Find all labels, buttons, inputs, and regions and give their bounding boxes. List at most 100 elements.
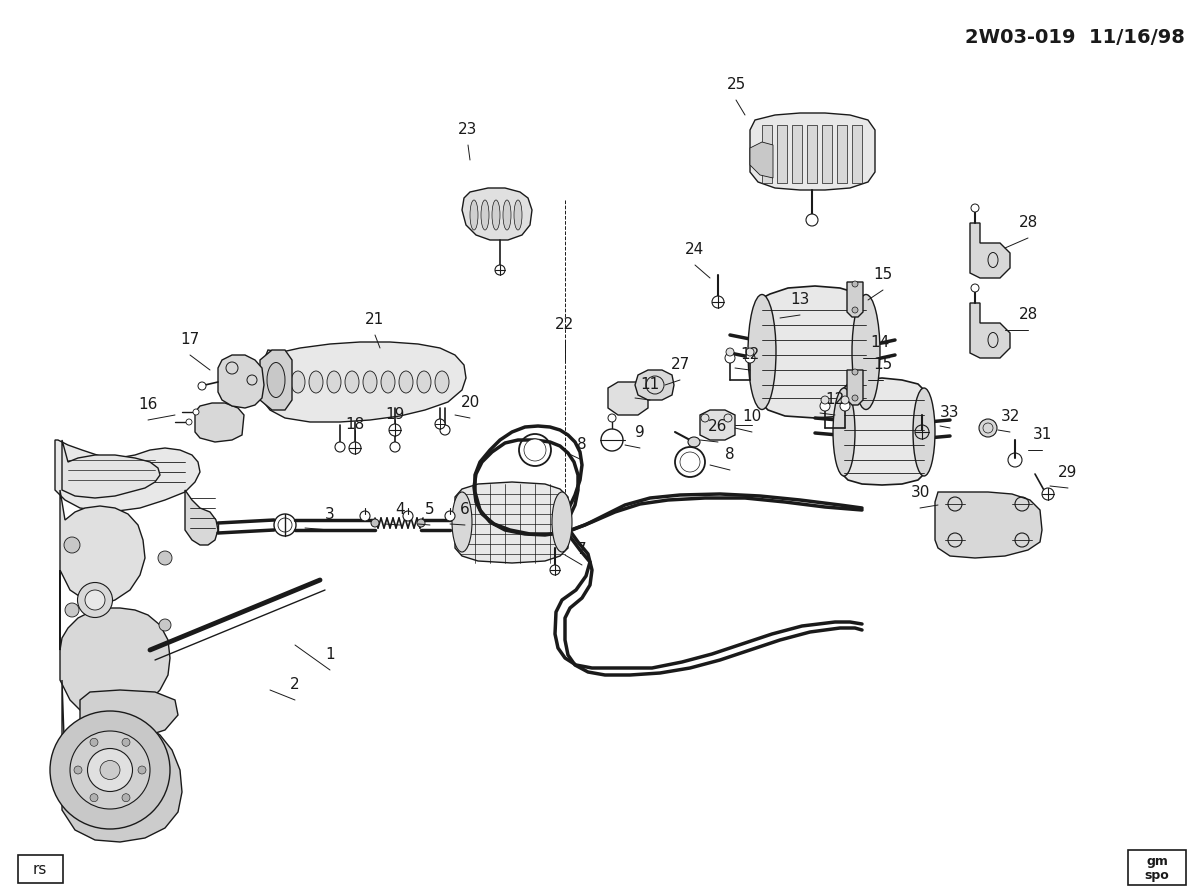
Ellipse shape xyxy=(820,401,830,411)
Ellipse shape xyxy=(64,537,80,553)
Polygon shape xyxy=(62,680,182,842)
Text: 21: 21 xyxy=(365,312,385,327)
Text: 29: 29 xyxy=(1058,465,1078,480)
Ellipse shape xyxy=(418,519,425,527)
Ellipse shape xyxy=(436,371,449,393)
Ellipse shape xyxy=(90,739,98,747)
Text: 3: 3 xyxy=(325,507,335,522)
Text: gm: gm xyxy=(1146,855,1168,869)
Text: 17: 17 xyxy=(180,332,199,347)
Ellipse shape xyxy=(50,711,170,829)
Polygon shape xyxy=(750,113,875,190)
Text: 16: 16 xyxy=(138,397,157,412)
Text: 13: 13 xyxy=(791,292,810,307)
Ellipse shape xyxy=(158,619,172,631)
Ellipse shape xyxy=(1042,488,1054,500)
Text: 4: 4 xyxy=(395,502,404,517)
Ellipse shape xyxy=(680,452,700,472)
Ellipse shape xyxy=(436,419,445,429)
Text: 24: 24 xyxy=(685,242,704,257)
Ellipse shape xyxy=(364,371,377,393)
Ellipse shape xyxy=(90,794,98,802)
Ellipse shape xyxy=(390,442,400,452)
Text: 1: 1 xyxy=(325,647,335,662)
Polygon shape xyxy=(462,188,532,240)
Text: 15: 15 xyxy=(874,357,893,372)
Text: 20: 20 xyxy=(461,395,480,410)
Ellipse shape xyxy=(913,388,935,476)
Bar xyxy=(852,125,862,183)
Polygon shape xyxy=(847,282,863,317)
Ellipse shape xyxy=(806,214,818,226)
Ellipse shape xyxy=(88,748,132,791)
Polygon shape xyxy=(847,370,863,405)
Ellipse shape xyxy=(746,348,754,356)
Text: spo: spo xyxy=(1145,869,1169,881)
Ellipse shape xyxy=(503,200,511,230)
Ellipse shape xyxy=(78,583,113,617)
Text: 14: 14 xyxy=(870,335,889,350)
Ellipse shape xyxy=(193,409,199,415)
Text: 5: 5 xyxy=(425,502,434,517)
Polygon shape xyxy=(62,440,160,498)
Ellipse shape xyxy=(840,401,850,411)
Ellipse shape xyxy=(198,382,206,390)
Text: 30: 30 xyxy=(911,485,930,500)
Ellipse shape xyxy=(852,369,858,375)
Text: 26: 26 xyxy=(708,419,727,434)
Text: 19: 19 xyxy=(385,407,404,422)
Ellipse shape xyxy=(440,425,450,435)
Text: 32: 32 xyxy=(1001,409,1020,424)
Ellipse shape xyxy=(470,200,478,230)
Ellipse shape xyxy=(833,388,854,476)
Text: 27: 27 xyxy=(671,357,690,372)
Ellipse shape xyxy=(971,204,979,212)
Ellipse shape xyxy=(748,295,776,410)
Polygon shape xyxy=(80,690,178,738)
Text: 6: 6 xyxy=(460,502,470,517)
Ellipse shape xyxy=(418,371,431,393)
Ellipse shape xyxy=(138,766,146,774)
Bar xyxy=(792,125,802,183)
Ellipse shape xyxy=(841,396,850,404)
Ellipse shape xyxy=(452,492,472,552)
Ellipse shape xyxy=(310,371,323,393)
Ellipse shape xyxy=(552,492,572,552)
Ellipse shape xyxy=(821,396,829,404)
Ellipse shape xyxy=(496,265,505,275)
Ellipse shape xyxy=(481,200,490,230)
Ellipse shape xyxy=(852,281,858,287)
Ellipse shape xyxy=(725,353,734,363)
Ellipse shape xyxy=(186,419,192,425)
Ellipse shape xyxy=(852,295,880,410)
Ellipse shape xyxy=(445,511,455,521)
Ellipse shape xyxy=(65,603,79,617)
Ellipse shape xyxy=(158,551,172,565)
Ellipse shape xyxy=(712,296,724,308)
Text: 8: 8 xyxy=(725,447,734,462)
Ellipse shape xyxy=(550,565,560,575)
Text: 12: 12 xyxy=(826,392,845,407)
Polygon shape xyxy=(838,378,928,485)
Ellipse shape xyxy=(492,200,500,230)
Ellipse shape xyxy=(745,353,755,363)
Text: 9: 9 xyxy=(635,425,644,440)
Ellipse shape xyxy=(335,442,346,452)
Polygon shape xyxy=(635,370,674,400)
Text: 12: 12 xyxy=(740,347,760,362)
Polygon shape xyxy=(194,403,244,442)
Text: 33: 33 xyxy=(941,405,960,420)
Polygon shape xyxy=(60,490,145,605)
Ellipse shape xyxy=(371,519,379,527)
Polygon shape xyxy=(218,355,264,408)
Ellipse shape xyxy=(852,307,858,313)
Bar xyxy=(18,855,64,883)
Text: rs: rs xyxy=(32,862,47,877)
Ellipse shape xyxy=(122,794,130,802)
Text: 11: 11 xyxy=(641,377,660,392)
Ellipse shape xyxy=(852,395,858,401)
Ellipse shape xyxy=(360,511,370,521)
Ellipse shape xyxy=(274,371,287,393)
Ellipse shape xyxy=(70,731,150,809)
Ellipse shape xyxy=(608,414,616,422)
